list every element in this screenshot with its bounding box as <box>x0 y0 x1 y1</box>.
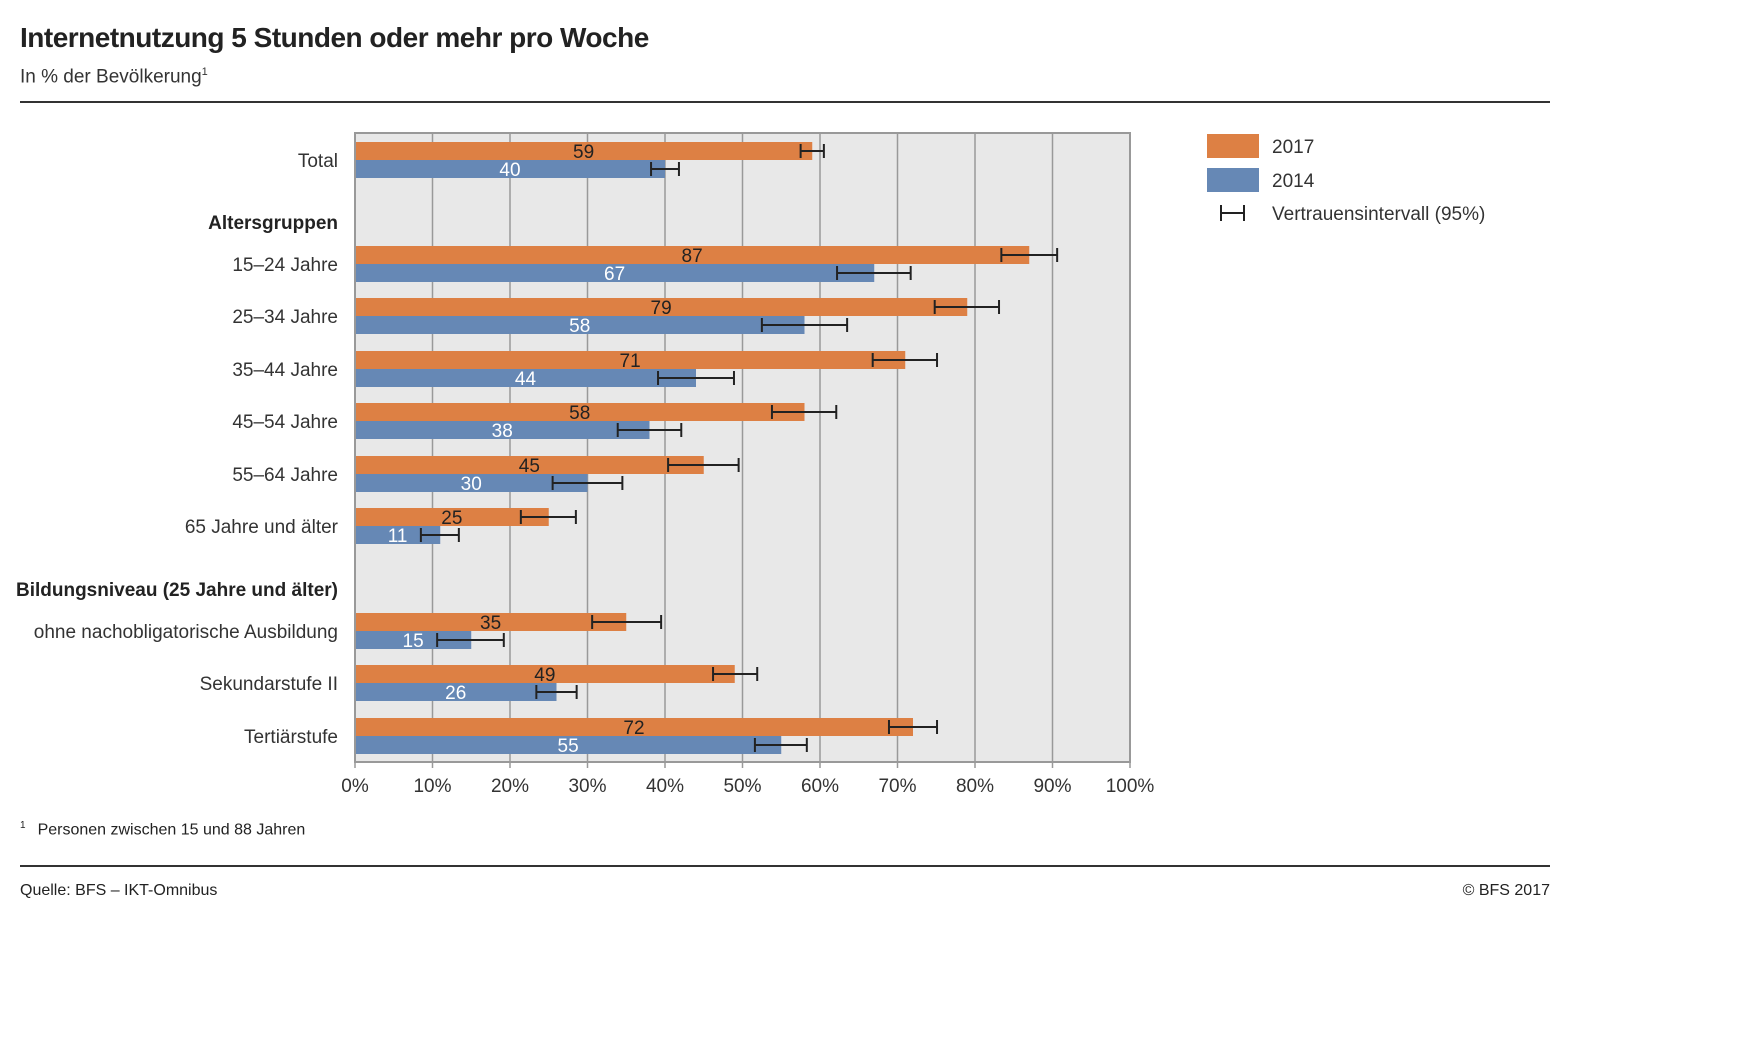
chart-subtitle: In % der Bevölkerung1 <box>20 66 208 88</box>
data-label-2017: 35 <box>480 613 501 634</box>
legend-label-2014: 2014 <box>1272 171 1315 192</box>
legend-swatch-2014 <box>1207 168 1259 192</box>
bar-2017 <box>356 665 735 683</box>
x-tick-label: 40% <box>646 776 684 797</box>
top-divider <box>20 101 1550 103</box>
data-label-2017: 79 <box>651 298 672 319</box>
bottom-divider <box>20 865 1550 867</box>
x-tick-label: 100% <box>1106 776 1155 797</box>
category-label: 35–44 Jahre <box>232 360 338 381</box>
category-label: 15–24 Jahre <box>232 255 338 276</box>
footnote-mark: 1 <box>201 66 208 78</box>
bar-2017 <box>356 298 968 316</box>
x-tick-label: 70% <box>878 776 916 797</box>
chart-title: Internetnutzung 5 Stunden oder mehr pro … <box>20 22 649 53</box>
group-header: Altersgruppen <box>208 213 338 234</box>
data-label-2017: 59 <box>573 142 594 163</box>
bar-2017 <box>356 718 913 736</box>
category-label: 45–54 Jahre <box>232 412 338 433</box>
footnote: 1 Personen zwischen 15 und 88 Jahren <box>20 820 305 839</box>
bar-2014 <box>356 264 875 282</box>
legend-swatch-2017 <box>1207 134 1259 158</box>
category-label: Total <box>298 151 338 172</box>
data-label-2014: 11 <box>388 526 408 547</box>
footnote-mark: 1 <box>20 820 26 831</box>
bar-2017 <box>356 508 549 526</box>
data-label-2014: 30 <box>461 474 482 495</box>
bar-2014 <box>356 421 650 439</box>
x-tick-label: 30% <box>568 776 606 797</box>
bar-2017 <box>356 456 704 474</box>
data-label-2014: 58 <box>569 316 590 337</box>
x-tick-label: 80% <box>956 776 994 797</box>
data-label-2014: 26 <box>445 683 466 704</box>
data-label-2014: 38 <box>492 421 513 442</box>
data-label-2014: 44 <box>515 369 537 390</box>
x-tick-label: 10% <box>413 776 451 797</box>
copyright: © BFS 2017 <box>1462 882 1550 899</box>
footnote-text: Personen zwischen 15 und 88 Jahren <box>37 821 306 839</box>
data-label-2014: 15 <box>403 631 424 652</box>
bar-2014 <box>356 683 557 701</box>
bar-2014 <box>356 474 588 492</box>
data-label-2014: 67 <box>604 264 625 285</box>
bar-2017 <box>356 142 813 160</box>
bar-2014 <box>356 526 441 544</box>
data-label-2017: 87 <box>682 246 703 267</box>
bar-chart: 0% 10% 20% 30% 40% 50% 60% 70% 80% 90% 100% Total 59… <box>16 132 1485 797</box>
bar-2014 <box>356 369 696 387</box>
bar-2017 <box>356 613 627 631</box>
source-note: Quelle: BFS – IKT-Omnibus <box>20 882 218 899</box>
data-label-2017: 71 <box>620 351 641 372</box>
data-label-2014: 40 <box>499 160 520 181</box>
x-tick-label: 50% <box>723 776 761 797</box>
x-tick-label: 20% <box>491 776 529 797</box>
legend-label-2017: 2017 <box>1272 137 1314 158</box>
group-header: Bildungsniveau (25 Jahre und älter) <box>16 580 338 601</box>
category-label: ohne nachobligatorische Ausbildung <box>34 622 338 643</box>
data-label-2017: 72 <box>623 718 644 739</box>
category-label: 55–64 Jahre <box>232 465 338 486</box>
x-tick-label: 90% <box>1033 776 1071 797</box>
data-label-2017: 25 <box>441 508 462 529</box>
x-tick-label: 60% <box>801 776 839 797</box>
bar-2014 <box>356 736 782 754</box>
category-label: 25–34 Jahre <box>232 307 338 328</box>
category-label: Sekundarstufe II <box>200 674 338 695</box>
bar-2017 <box>356 246 1030 264</box>
x-tick-label: 0% <box>341 776 369 797</box>
legend-label-ci: Vertrauensintervall (95%) <box>1272 204 1485 225</box>
data-label-2017: 58 <box>569 403 590 424</box>
data-label-2014: 55 <box>558 736 579 757</box>
bar-2014 <box>356 160 665 178</box>
category-label: Tertiärstufe <box>244 727 338 748</box>
bar-2017 <box>356 351 906 369</box>
data-label-2017: 49 <box>534 665 555 686</box>
subtitle-text: In % der Bevölkerung <box>20 66 202 88</box>
data-label-2017: 45 <box>519 456 540 477</box>
category-label: 65 Jahre und älter <box>185 517 339 538</box>
bar-2014 <box>356 631 472 649</box>
bar-2017 <box>356 403 805 421</box>
bar-2014 <box>356 316 805 334</box>
